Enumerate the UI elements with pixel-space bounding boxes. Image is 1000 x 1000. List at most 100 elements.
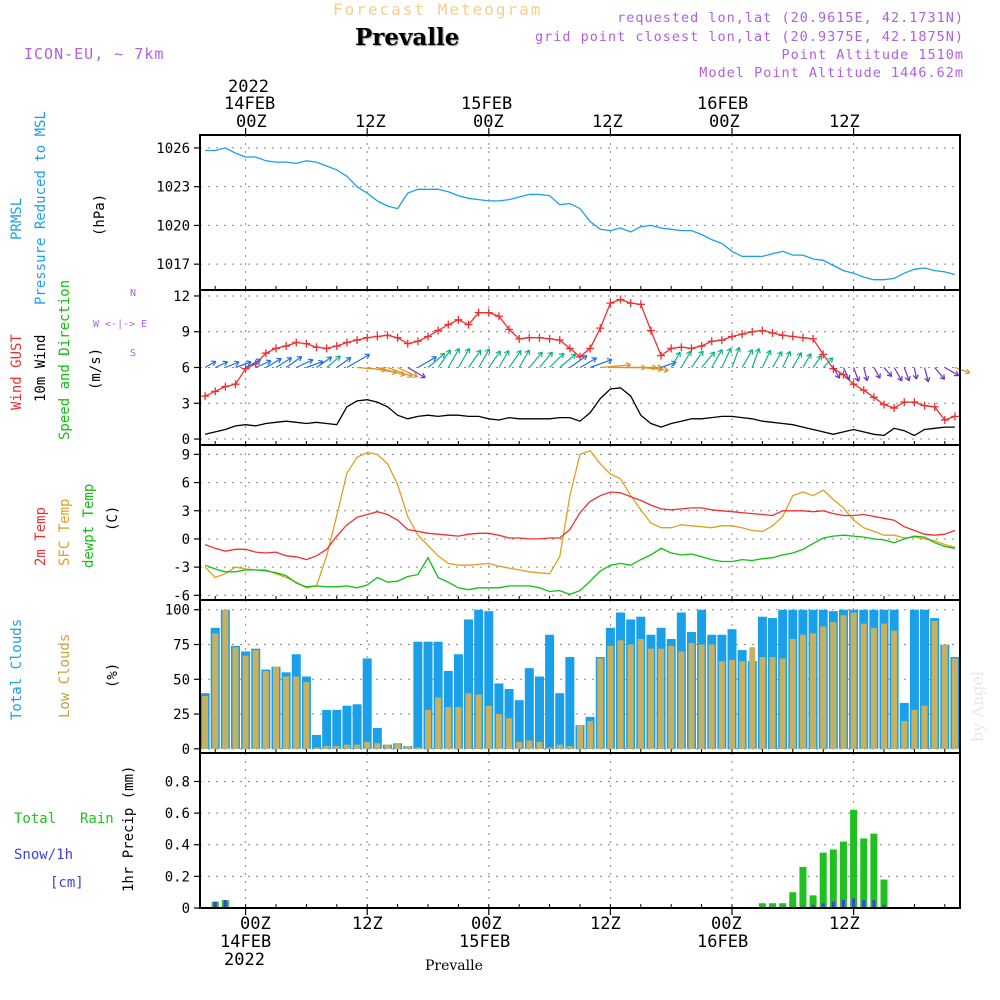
- wind-arrow: [427, 352, 446, 368]
- wind-arrow-head: [431, 356, 437, 362]
- bottom-date-15feb: 15FEB: [459, 932, 511, 952]
- wind-arrow-head: [286, 357, 293, 363]
- wind-arrow-head: [663, 366, 669, 373]
- gust-marker: [373, 332, 382, 341]
- gust-marker: [738, 330, 747, 339]
- wind-arrow: [265, 358, 282, 369]
- wind-arrow-head: [827, 357, 834, 363]
- total-cloud-bar: [413, 641, 423, 749]
- low-cloud-bar: [273, 666, 279, 749]
- gust-marker: [272, 344, 280, 353]
- y-tick-label: 3: [182, 504, 190, 520]
- low-cloud-bar: [445, 707, 452, 749]
- gust-marker: [869, 393, 878, 402]
- bottom-year: 2022: [224, 950, 265, 970]
- wind-arrow-head: [454, 347, 460, 354]
- wind-arrow: [397, 366, 418, 378]
- wind-arrow: [680, 350, 692, 368]
- wind-arrow-head: [686, 350, 692, 357]
- gust-marker: [768, 328, 777, 337]
- total-cloud-bar: [545, 634, 555, 749]
- y-tick-label: 1020: [156, 218, 190, 234]
- gust-marker: [950, 412, 959, 421]
- low-cloud-bar: [516, 741, 523, 749]
- wind-arrow: [316, 356, 332, 368]
- wind-arrow-head: [675, 351, 681, 358]
- gust-marker: [474, 308, 483, 317]
- low-cloud-bar: [718, 661, 725, 749]
- wind-arrow: [600, 364, 631, 369]
- wind-arrow-head: [726, 347, 733, 354]
- total-cloud-bar: [565, 657, 575, 749]
- gust-marker: [292, 338, 301, 347]
- y-tick-label: 50: [173, 672, 190, 688]
- total-cloud-bar: [372, 727, 382, 749]
- footer-location: Prevalle: [425, 958, 483, 974]
- top-tick-00z-b: 00Z: [473, 112, 504, 132]
- wind-arrow: [913, 367, 918, 380]
- wind-arrow: [478, 348, 490, 368]
- wind-arrow: [741, 349, 754, 368]
- total-cloud-bar: [484, 611, 494, 749]
- y-tick-label: 9: [182, 447, 190, 463]
- low-cloud-bar: [860, 623, 867, 749]
- wind-arrow-head: [420, 372, 426, 379]
- wind-arrow: [326, 355, 341, 368]
- low-cloud-bar: [779, 658, 786, 749]
- bottom-tick-12z-a: 12Z: [352, 914, 383, 934]
- top-date-16feb: 16FEB: [697, 94, 749, 114]
- wind-arrow-head: [581, 354, 588, 361]
- low-cloud-bar: [485, 705, 492, 749]
- wind-arrow: [731, 347, 740, 368]
- gust-marker: [221, 382, 230, 391]
- gust-marker: [920, 401, 929, 410]
- low-cloud-bar: [820, 626, 827, 749]
- gust-marker: [677, 343, 686, 352]
- gust-marker: [890, 404, 899, 413]
- gust-marker: [261, 349, 270, 358]
- low-cloud-bar: [799, 634, 806, 749]
- snow-bar: [841, 900, 845, 908]
- snow-bar: [223, 900, 227, 908]
- wind-arrow: [812, 355, 823, 368]
- legend-rain: Rain: [80, 811, 114, 827]
- wind-arrow: [306, 360, 324, 369]
- wind-arrow-head: [364, 353, 371, 360]
- wind-arrow: [275, 357, 292, 369]
- low-cloud-bar: [769, 657, 776, 749]
- wind-arrow-head: [524, 349, 530, 356]
- wind-arrow: [387, 366, 413, 378]
- gust-marker: [413, 337, 422, 346]
- low-cloud-bar: [870, 627, 877, 749]
- y-tick-label: 1026: [156, 141, 190, 157]
- gust-marker: [353, 336, 362, 345]
- wind-arrow: [863, 367, 868, 381]
- bottom-tick-00z-b: 00Z: [471, 914, 502, 934]
- gust-marker: [707, 337, 716, 346]
- wind-arrow: [934, 367, 946, 380]
- gust-marker: [525, 333, 534, 342]
- gust-marker: [809, 334, 818, 343]
- rain-bar: [779, 903, 787, 908]
- top-tick-12z-c: 12Z: [829, 112, 860, 132]
- wind-arrow: [447, 348, 460, 368]
- wind-speed-line: [204, 387, 955, 437]
- snow-bar: [213, 901, 217, 908]
- y-tick-label: 0: [182, 742, 190, 758]
- sfc-temp-line: [204, 449, 956, 589]
- wind-arrow: [701, 351, 716, 368]
- wind-arrow: [873, 367, 881, 379]
- low-cloud-bar: [526, 740, 533, 749]
- low-cloud-bar: [313, 747, 320, 749]
- rain-bar: [839, 841, 847, 908]
- total-cloud-bar: [332, 709, 342, 749]
- wind-arrow-head: [709, 351, 716, 358]
- wind-arrow: [842, 367, 850, 381]
- wind-arrow-head: [785, 350, 792, 357]
- wind-arrow-head: [591, 357, 597, 363]
- wind-arrow: [214, 361, 228, 369]
- total-cloud-bar: [352, 704, 362, 749]
- wind-arrow-head: [445, 349, 452, 355]
- y-tick-label: -6: [173, 588, 190, 604]
- snow-bar: [862, 900, 866, 908]
